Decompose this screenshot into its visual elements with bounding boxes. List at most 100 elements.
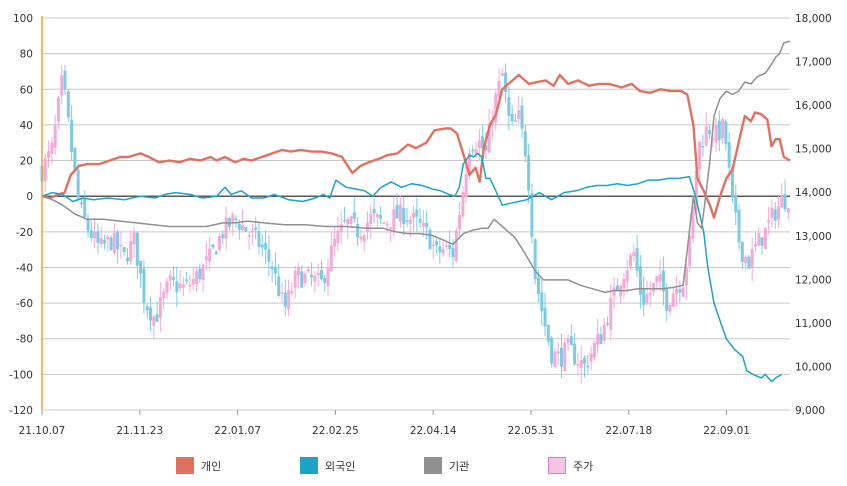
price-candle (273, 266, 277, 274)
left-tick-label: 60 (20, 84, 33, 96)
price-candle (102, 239, 106, 244)
axes: 100 80 60 40 20 0 -20 -40 -60 -80 -100 -120 18,000 17… (9, 13, 832, 437)
left-tick-label: 80 (20, 49, 33, 61)
price-candle (43, 158, 47, 181)
price-candle (602, 324, 606, 341)
price-candle (96, 231, 100, 244)
price-candle (592, 342, 596, 358)
price-candle (780, 196, 784, 208)
price-candle (204, 256, 208, 261)
price-candle (392, 209, 396, 232)
legend-item-individual[interactable]: 개인 (176, 457, 221, 474)
price-candle (717, 120, 721, 141)
price-candle (60, 75, 64, 96)
price-candle (704, 126, 708, 146)
legend-label-foreign: 외국인 (325, 459, 356, 473)
x-tick-label: 22.07.18 (605, 425, 652, 437)
price-candle (221, 234, 225, 238)
price-candle (783, 194, 787, 210)
price-candle (425, 222, 429, 228)
price-candle (763, 227, 767, 250)
price-candle (149, 307, 153, 321)
legend-item-price[interactable]: 주가 (548, 457, 593, 474)
price-candle (155, 314, 159, 322)
legend-label-institution: 기관 (449, 459, 470, 473)
price-candle (93, 231, 97, 239)
legend: 개인 외국인 기관 주가 (0, 457, 847, 477)
price-candle (747, 256, 751, 269)
price-candle (609, 297, 613, 330)
price-candle (122, 246, 126, 252)
price-candle (681, 287, 685, 297)
price-candle (474, 149, 478, 155)
price-candle (533, 239, 537, 279)
price-candle (195, 271, 199, 285)
price-candle (342, 219, 346, 222)
right-tick-label: 14,000 (795, 187, 832, 199)
price-candle (724, 121, 728, 144)
price-candle (306, 269, 310, 272)
right-tick-label: 9,000 (795, 405, 825, 417)
price-candle (622, 278, 626, 289)
price-candle (428, 230, 432, 250)
price-candle (750, 249, 754, 269)
price-candle (579, 360, 583, 368)
right-tick-label: 10,000 (795, 361, 832, 373)
price-candle (546, 324, 550, 342)
price-candle (260, 244, 264, 248)
price-candle (563, 342, 567, 372)
right-tick-label: 12,000 (795, 274, 832, 286)
price-candle (698, 141, 702, 170)
left-tick-label: 100 (13, 13, 33, 25)
price-candle (569, 336, 573, 346)
price-candle (211, 244, 215, 248)
price-candle (175, 281, 179, 293)
price-candle (168, 275, 172, 281)
price-candle (517, 110, 521, 119)
price-candle (234, 218, 238, 220)
legend-item-institution[interactable]: 기관 (424, 457, 469, 474)
price-candle (280, 292, 284, 294)
price-candle (359, 236, 363, 240)
price-candle (767, 220, 771, 223)
price-candle (477, 140, 481, 149)
price-candle (287, 290, 291, 310)
x-tick-label: 22.02.25 (312, 425, 359, 437)
price-candle (106, 236, 110, 240)
right-tick-label: 18,000 (795, 13, 832, 25)
price-candle (139, 260, 143, 274)
legend-swatch-foreign (300, 457, 318, 474)
price-candle (86, 219, 90, 231)
price-candle (158, 297, 162, 318)
price-candle (441, 249, 445, 254)
price-candle (760, 237, 764, 246)
price-candle (352, 212, 356, 219)
price-candle (165, 281, 169, 293)
price-candle (661, 270, 665, 292)
price-candle (83, 198, 87, 217)
price-candle (573, 343, 577, 365)
price-candle (606, 323, 610, 325)
price-candle (629, 255, 633, 267)
left-tick-label: 40 (20, 120, 33, 132)
price-candle (576, 364, 580, 366)
price-candle (99, 238, 103, 245)
price-candle (70, 119, 74, 152)
price-candle (691, 207, 695, 239)
x-tick-label: 21.11.23 (116, 425, 163, 437)
price-candle (753, 244, 757, 247)
price-candle (405, 220, 409, 222)
legend-label-individual: 개인 (201, 459, 222, 473)
price-candle (757, 233, 761, 246)
price-candle (566, 338, 570, 343)
price-candle (379, 214, 383, 219)
x-tick-label: 22.01.07 (214, 425, 261, 437)
price-candle (418, 218, 422, 223)
price-candle (201, 264, 205, 280)
legend-item-foreign[interactable]: 외국인 (300, 457, 355, 474)
legend-swatch-price (548, 457, 566, 474)
price-candle (770, 207, 774, 218)
price-candle (346, 219, 350, 225)
price-candle (520, 105, 524, 129)
price-candle (740, 241, 744, 263)
